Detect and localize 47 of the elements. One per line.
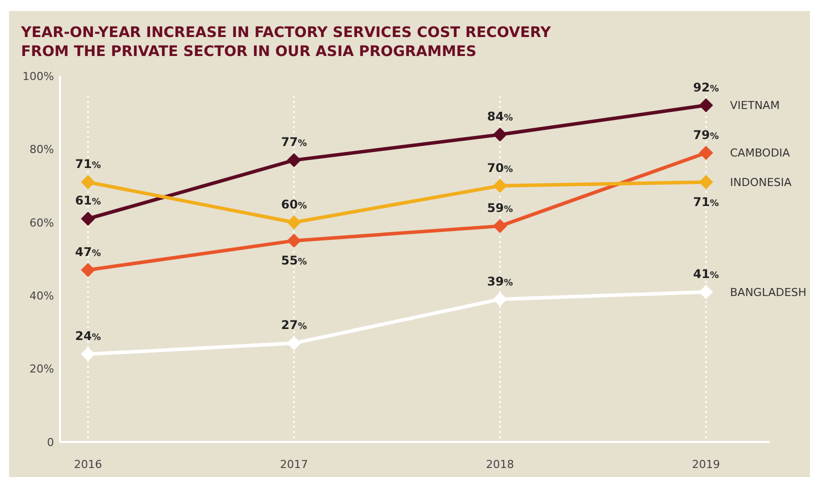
y-tick-label: 60%	[30, 216, 54, 230]
point	[286, 234, 302, 248]
data-label: 55%	[281, 254, 307, 268]
series-label: BANGLADESH	[730, 286, 806, 299]
data-label: 41%	[693, 266, 719, 281]
data-label: 47%	[75, 244, 101, 259]
y-tick-label: 80%	[30, 143, 54, 156]
x-tick-label: 2018	[486, 458, 514, 471]
y-tick-label: 40%	[30, 289, 54, 302]
point	[80, 212, 96, 226]
point	[492, 127, 508, 142]
point	[80, 262, 96, 278]
y-tick-label: 20%	[30, 362, 54, 376]
data-label: 77%	[281, 135, 307, 150]
data-label: 71%	[75, 157, 101, 172]
point	[492, 218, 508, 234]
data-label: 79%	[693, 128, 719, 142]
point	[492, 178, 508, 193]
point	[286, 215, 302, 230]
point	[492, 292, 508, 306]
data-label: 59%	[487, 201, 513, 216]
point	[80, 175, 96, 190]
point	[286, 153, 302, 168]
point	[80, 347, 96, 362]
series-label: CAMBODIA	[730, 146, 790, 160]
point	[698, 175, 714, 190]
series-label: INDONESIA	[730, 176, 792, 189]
x-tick-label: 2019	[692, 458, 720, 471]
y-tick-label: 100%	[22, 70, 54, 83]
y-tick-label: 0	[47, 436, 54, 449]
x-tick-label: 2017	[280, 458, 308, 471]
x-tick-label: 2016	[74, 458, 102, 471]
point	[698, 284, 714, 300]
point	[698, 98, 714, 112]
data-label: 60%	[281, 197, 307, 212]
data-label: 71%	[693, 195, 719, 210]
data-label: 24%	[75, 329, 101, 344]
data-label: 27%	[281, 318, 307, 332]
point	[698, 146, 714, 160]
data-label: 70%	[487, 160, 513, 175]
data-label: 92%	[693, 80, 719, 94]
data-label: 61%	[75, 194, 101, 208]
point	[286, 336, 302, 350]
data-label: 84%	[487, 110, 513, 124]
data-label: 39%	[487, 274, 513, 288]
chart-title: YEAR-ON-YEAR INCREASE IN FACTORY SERVICES COST RECOVERY FROM THE PRIVATE SECTOR IN OUR ASIA PROGRAMMES	[20, 25, 552, 60]
series-label: VIETNAM	[730, 99, 780, 112]
